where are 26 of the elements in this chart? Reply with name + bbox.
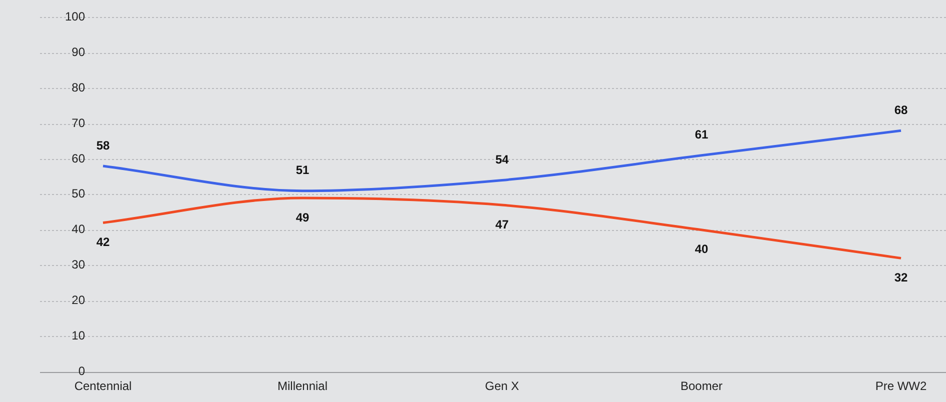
data-label: 49 (296, 210, 310, 224)
x-tick-label: Pre WW2 (875, 379, 927, 394)
y-tick-label: 90 (72, 44, 86, 59)
data-label: 58 (96, 138, 110, 152)
data-label: 32 (894, 270, 908, 285)
y-tick-label: 100 (64, 10, 86, 24)
data-label: 61 (694, 128, 708, 142)
x-tick-label: Gen X (484, 379, 520, 394)
data-label: 47 (495, 217, 510, 232)
y-tick-label: 20 (72, 293, 86, 308)
data-label: 40 (694, 242, 708, 256)
y-tick-label: 0 (78, 364, 86, 378)
y-tick-label: 50 (72, 186, 86, 201)
data-label: 51 (296, 163, 310, 178)
data-label: 42 (96, 235, 110, 250)
data-label: 54 (495, 152, 510, 167)
y-tick-label: 40 (72, 222, 86, 236)
y-tick-label: 80 (72, 80, 86, 94)
y-tick-label: 70 (72, 116, 86, 130)
data-label: 68 (894, 102, 908, 117)
y-tick-label: 10 (72, 328, 86, 342)
y-tick-label: 60 (72, 151, 86, 166)
y-tick-label: 30 (72, 258, 86, 272)
x-tick-label: Millennial (278, 379, 328, 394)
x-tick-label: Centennial (74, 379, 132, 394)
x-tick-label: Boomer (680, 379, 723, 394)
